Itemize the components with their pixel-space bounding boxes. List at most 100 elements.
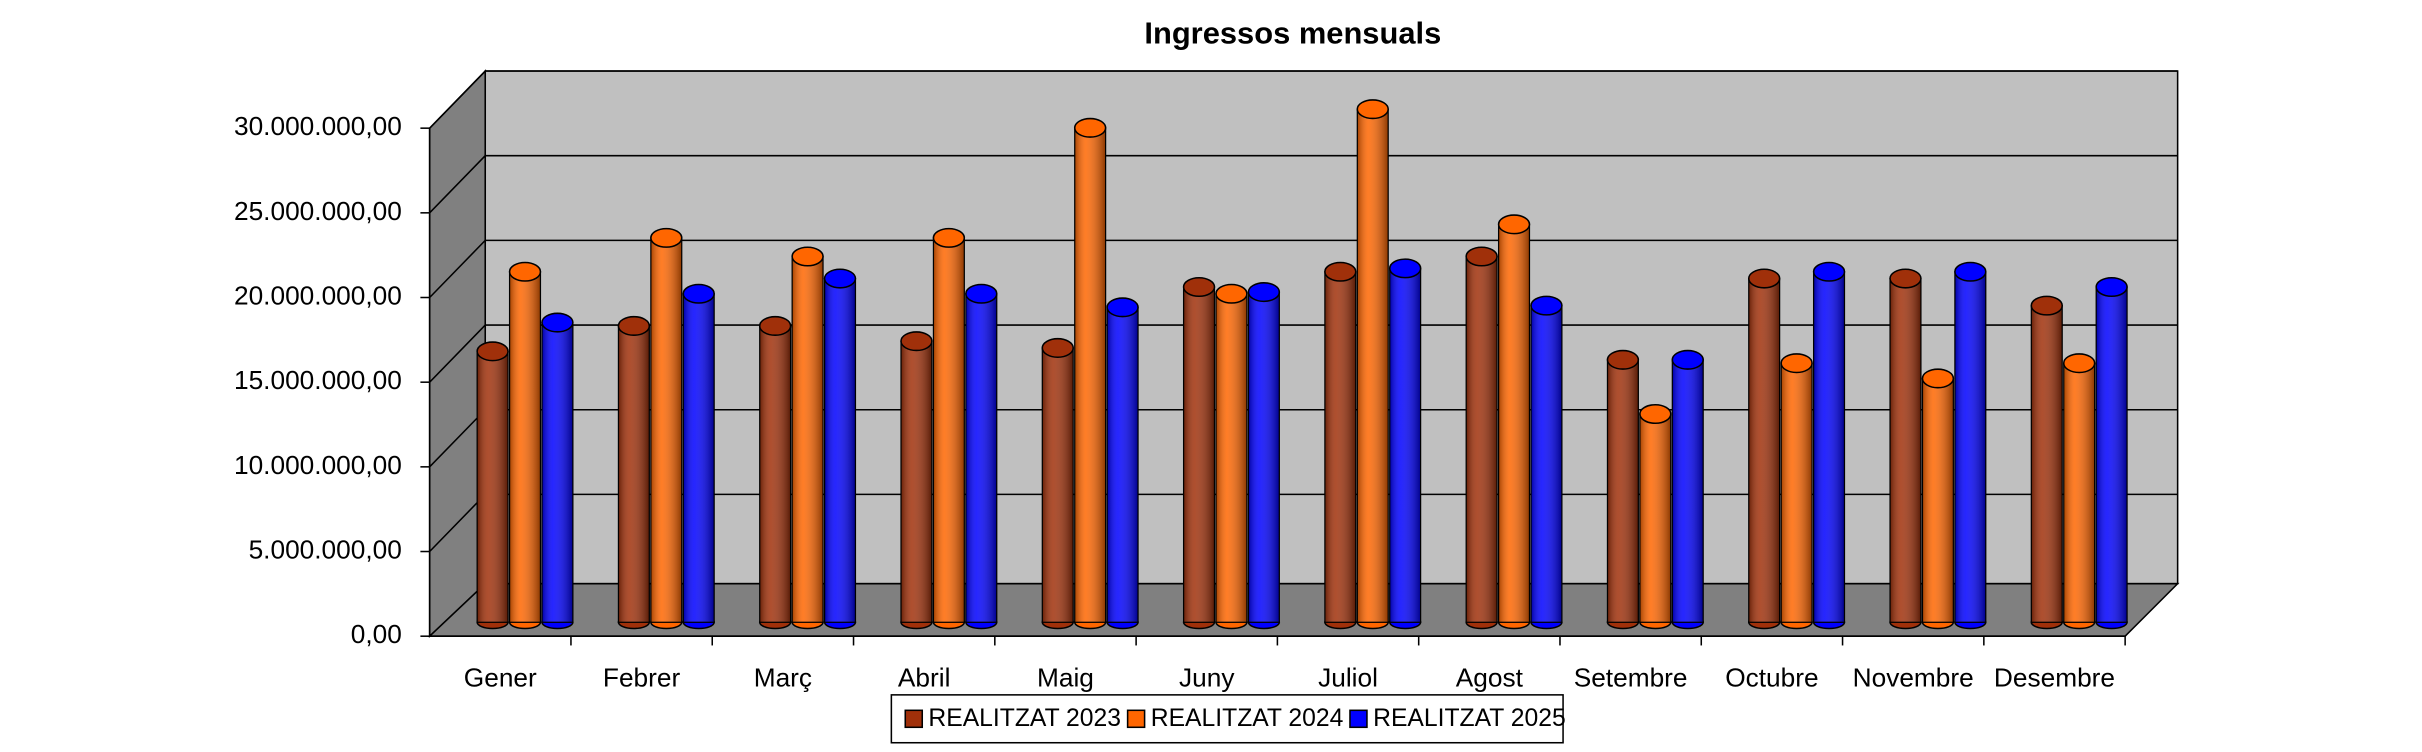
bar-top bbox=[1041, 337, 1074, 358]
x-tick-label: Març bbox=[754, 662, 812, 692]
x-tick-label: Abril bbox=[898, 662, 951, 692]
x-tick-label: Setembre bbox=[1574, 662, 1688, 692]
bar-shade bbox=[1812, 271, 1846, 623]
legend-swatch bbox=[1349, 709, 1368, 729]
bar-top bbox=[1639, 403, 1672, 425]
bar-shade bbox=[541, 321, 574, 623]
bar-top bbox=[1073, 117, 1107, 138]
bar-shade bbox=[759, 325, 792, 623]
bar-top bbox=[965, 283, 998, 304]
x-tick-label: Novembre bbox=[1853, 662, 1974, 692]
bar-top bbox=[1780, 353, 1813, 374]
bar-shade bbox=[1247, 291, 1280, 623]
x-tick-label: Juny bbox=[1179, 662, 1235, 692]
bar-top bbox=[650, 227, 683, 248]
bar-top bbox=[1954, 261, 1987, 282]
bar-shade bbox=[1954, 271, 1987, 623]
bar-shade bbox=[1356, 108, 1389, 623]
bar-shade bbox=[1606, 359, 1639, 623]
bar-shade bbox=[1465, 255, 1498, 623]
bar-shade bbox=[476, 350, 509, 623]
grid-line bbox=[429, 324, 2178, 383]
bar-shade bbox=[900, 340, 933, 623]
bar-shade bbox=[2063, 362, 2096, 623]
bar-top bbox=[1356, 99, 1389, 120]
bar-shade bbox=[791, 255, 824, 623]
y-tick-label: 10.000.000,00 bbox=[234, 450, 402, 480]
x-tick-label: Maig bbox=[1037, 662, 1094, 692]
legend-label: REALITZAT 2025 bbox=[1373, 705, 1566, 732]
bar-shade bbox=[650, 237, 683, 623]
bar-shade bbox=[1889, 277, 1922, 623]
bar-shade bbox=[1497, 223, 1531, 623]
bar-top bbox=[1530, 295, 1563, 316]
bar-shade bbox=[1639, 413, 1672, 623]
x-tick-label: Desembre bbox=[1994, 662, 2115, 692]
bar-top bbox=[758, 315, 792, 336]
bar-top bbox=[1921, 368, 1955, 389]
bar-shade bbox=[508, 271, 542, 623]
bar-top bbox=[1465, 246, 1498, 267]
bar-shade bbox=[932, 237, 965, 623]
bar-shade bbox=[1748, 277, 1781, 623]
bar-top bbox=[682, 283, 715, 304]
legend-swatch bbox=[1126, 709, 1146, 729]
bar-top bbox=[1747, 268, 1781, 289]
legend-label: REALITZAT 2024 bbox=[1151, 705, 1344, 732]
legend-swatch bbox=[904, 709, 924, 729]
x-tick-label: Gener bbox=[464, 662, 537, 692]
y-tick-label: 30.000.000,00 bbox=[234, 111, 402, 141]
legend-box bbox=[890, 694, 1564, 744]
bar-top bbox=[508, 261, 542, 282]
y-tick-label: 0,00 bbox=[351, 619, 402, 649]
bar-shade bbox=[617, 325, 650, 623]
bar-shade bbox=[1389, 267, 1422, 623]
bar-top bbox=[1247, 282, 1281, 303]
y-tick-label: 25.000.000,00 bbox=[234, 196, 402, 226]
bar-top bbox=[1324, 261, 1357, 282]
bar-top bbox=[823, 268, 857, 289]
bar-top bbox=[1388, 258, 1422, 279]
bar-top bbox=[2030, 295, 2063, 316]
bar-shade bbox=[1530, 305, 1563, 623]
bar-top bbox=[1671, 349, 1704, 370]
bar-shade bbox=[1671, 359, 1704, 623]
bar-shade bbox=[823, 277, 857, 623]
bar-top bbox=[1812, 261, 1846, 282]
bar-shade bbox=[965, 293, 998, 623]
bars bbox=[476, 99, 2128, 630]
bar-top bbox=[2062, 353, 2096, 374]
bar-top bbox=[1215, 283, 1248, 304]
bar-top bbox=[541, 312, 574, 333]
bar-shade bbox=[1106, 306, 1139, 623]
bar-top bbox=[932, 227, 966, 248]
bar-shade bbox=[1780, 362, 1813, 623]
bar-shade bbox=[1921, 377, 1954, 623]
x-tick-label: Juliol bbox=[1318, 662, 1378, 692]
x-tick-label: Octubre bbox=[1725, 662, 1818, 692]
bar-top bbox=[1497, 214, 1531, 235]
bar-top bbox=[2095, 276, 2128, 298]
bar-shade bbox=[1074, 127, 1107, 623]
y-tick-label: 15.000.000,00 bbox=[234, 365, 402, 395]
bar-top bbox=[1606, 349, 1640, 370]
bar-shade bbox=[1324, 271, 1357, 623]
bar-shade bbox=[682, 293, 715, 623]
y-tick-label: 20.000.000,00 bbox=[234, 280, 402, 310]
legend-label: REALITZAT 2023 bbox=[928, 705, 1121, 732]
bar-top bbox=[476, 341, 509, 362]
bar-shade bbox=[1041, 347, 1074, 623]
x-tick-label: Agost bbox=[1456, 662, 1524, 692]
chart-title: Ingressos mensuals bbox=[1144, 16, 1441, 51]
bar-shade bbox=[2030, 305, 2063, 623]
grid-line bbox=[429, 154, 2178, 214]
bar-top bbox=[791, 246, 824, 267]
bar-top bbox=[1889, 268, 1922, 289]
bar-top bbox=[1106, 297, 1139, 318]
bar-shade bbox=[1215, 293, 1248, 623]
bar-shade bbox=[1182, 286, 1216, 623]
y-tick-label: 5.000.000,00 bbox=[249, 534, 402, 564]
grid-line bbox=[429, 239, 2178, 299]
x-tick-label: Febrer bbox=[603, 662, 681, 692]
